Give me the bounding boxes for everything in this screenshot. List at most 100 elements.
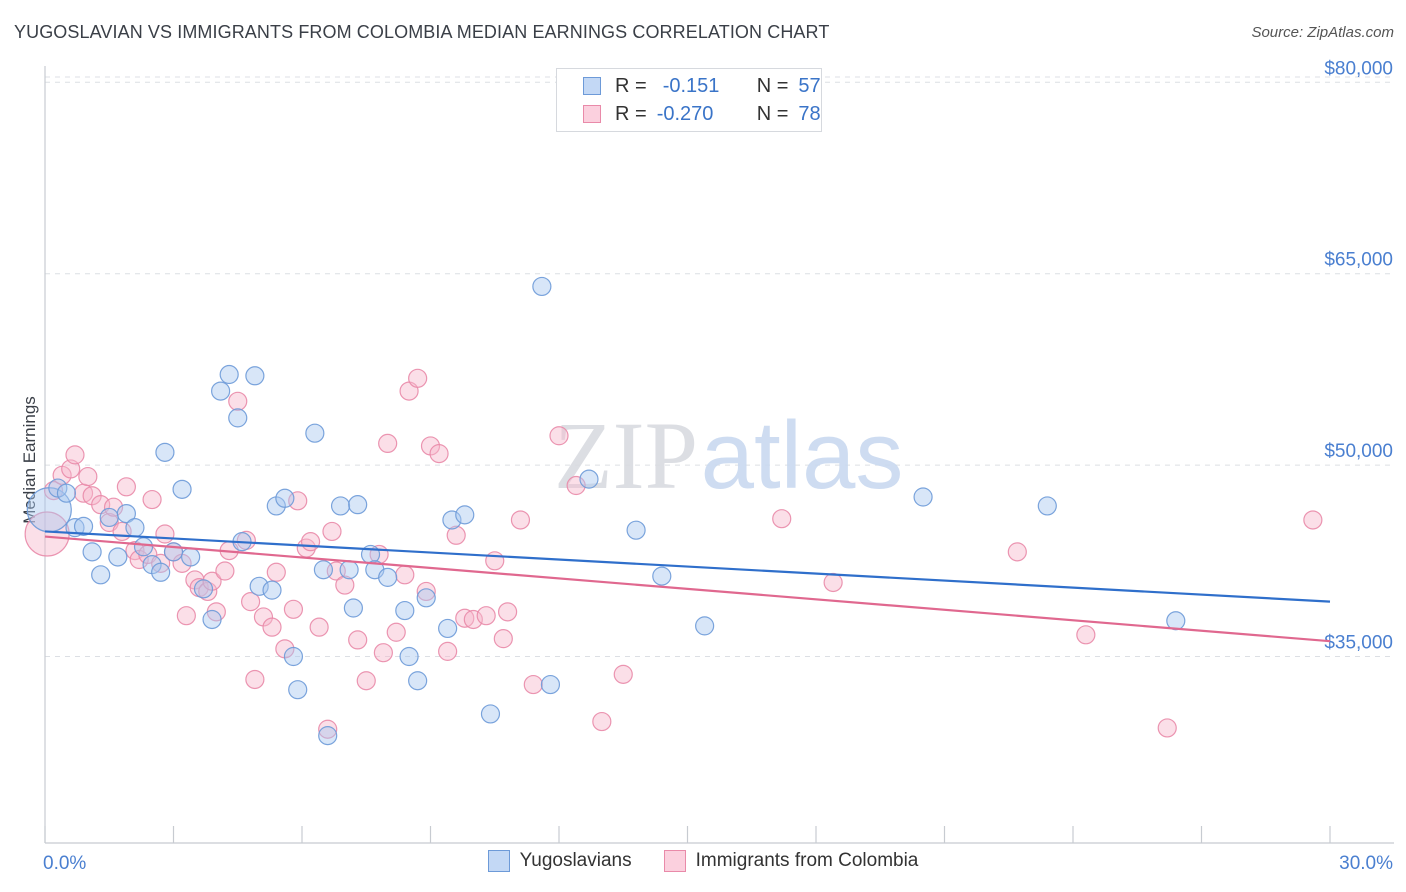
yugoslavian-point [348,495,368,515]
colombia-point [408,368,428,388]
yugoslavian-point [626,520,646,540]
yugoslavian-point [532,276,552,297]
legend-item-yugoslavians[interactable]: Yugoslavians [487,850,632,872]
watermark-atlas: atlas [701,402,904,509]
yugoslavian-point [73,516,94,536]
yugoslavian-point [540,674,561,695]
colombia-point [228,391,248,411]
colombia-point [429,444,449,464]
yugoslavian-point [416,588,436,608]
yugoslavian-point [275,488,295,508]
yugoslavian-point [172,479,192,499]
colombia-point [523,674,543,695]
yugoslavian-point [211,381,231,401]
colombia-point [823,572,843,593]
colombia-point [373,643,393,663]
yugoslavian-point [133,537,154,557]
colombia-trend-line [44,535,1331,643]
legend-row-colombia: R = -0.270 N = 78 [583,100,821,128]
yugoslavian-point [288,680,308,700]
colombia-point [300,532,321,552]
colombia-point [335,575,355,595]
legend-r-value: -0.270 [656,102,714,125]
yugoslavian-point [116,503,136,524]
colombia-point [386,622,406,642]
yugoslavian-point [318,726,338,746]
watermark-zip: ZIP [554,402,698,509]
yugoslavian-point [219,364,239,385]
colombia-point [395,565,415,585]
colombia-point [1076,625,1096,645]
yugoslavian-point [151,562,171,582]
grid-lines [45,76,1394,657]
colombia-point [78,466,98,487]
colombia-point [283,599,304,619]
yugoslavian-point [313,560,334,580]
colombia-point [446,525,466,545]
legend-swatch-blue [487,850,510,872]
colombia-point [1303,510,1323,530]
colombia-point [772,509,792,529]
correlation-legend: R = -0.151 N = 57 R = -0.270 N = 78 [556,68,822,132]
colombia-point [116,477,136,497]
y-tick-label: $65,000 [1324,250,1393,271]
yugoslavian-point [480,704,501,724]
legend-label-colombia: Immigrants from Colombia [695,850,919,871]
legend-item-colombia[interactable]: Immigrants from Colombia [663,850,919,872]
yugoslavian-point [283,646,304,667]
colombia-point [176,606,196,626]
yugoslavian-point [455,505,475,525]
yugoslavian-point [108,547,128,567]
legend-swatch-pink [583,105,601,123]
yugoslavian-trend-line [44,530,1331,603]
chart-title: YUGOSLAVIAN VS IMMIGRANTS FROM COLOMBIA … [14,22,830,42]
y-tick-label: $50,000 [1324,441,1393,462]
yugoslavian-point [181,547,201,567]
yugoslavian-point [330,496,351,516]
colombia-point [155,524,175,544]
colombia-point [416,581,436,602]
y-tick-label: $80,000 [1324,58,1393,79]
colombia-point [476,606,496,626]
yugoslavian-point [125,518,145,538]
trend-lines [44,530,1331,643]
y-tick-label: $35,000 [1324,633,1393,654]
legend-swatch-pink [663,850,686,872]
series-legend: Yugoslavians Immigrants from Colombia [0,850,1406,872]
colombia-point [65,445,85,465]
tick-labels: $35,000 $50,000 $65,000 $80,000 0.0% 30.0% [43,58,1393,874]
colombia-point [309,617,329,637]
colombia-point [493,629,513,649]
legend-swatch-blue [583,77,601,95]
yugoslavian-point [99,507,119,528]
colombia-point [1157,718,1177,738]
source-label: Source: ZipAtlas.com [1251,24,1394,41]
yugoslavian-point [56,483,77,503]
yugoslavian-point [1037,496,1057,516]
yugoslavian-point [193,579,214,599]
yugoslavian-point [262,580,282,600]
colombia-point [1007,542,1027,562]
yugoslavian-point [399,646,419,667]
legend-r-value: -0.151 [662,74,720,97]
colombia-point [215,561,235,581]
legend-r-label: R = [615,102,647,125]
yugoslavian-point [913,487,933,507]
yugoslavian-point [378,567,398,587]
colombia-point [142,489,162,510]
yugoslavian-point [438,618,458,639]
colombia-point [318,719,338,739]
yugoslavian-point [695,616,715,636]
yugoslavian-point [228,408,248,428]
yugoslavian-point [339,560,359,580]
legend-n-value: 57 [798,74,821,97]
colombia-point [262,617,282,637]
colombia-point [245,669,265,690]
x-tick-label: 30.0% [1339,853,1393,874]
yugoslavian-point [579,469,599,489]
axes [44,66,1394,844]
colombia-point [322,521,342,542]
legend-n-label: N = [756,74,789,97]
colombia-point [613,664,633,684]
